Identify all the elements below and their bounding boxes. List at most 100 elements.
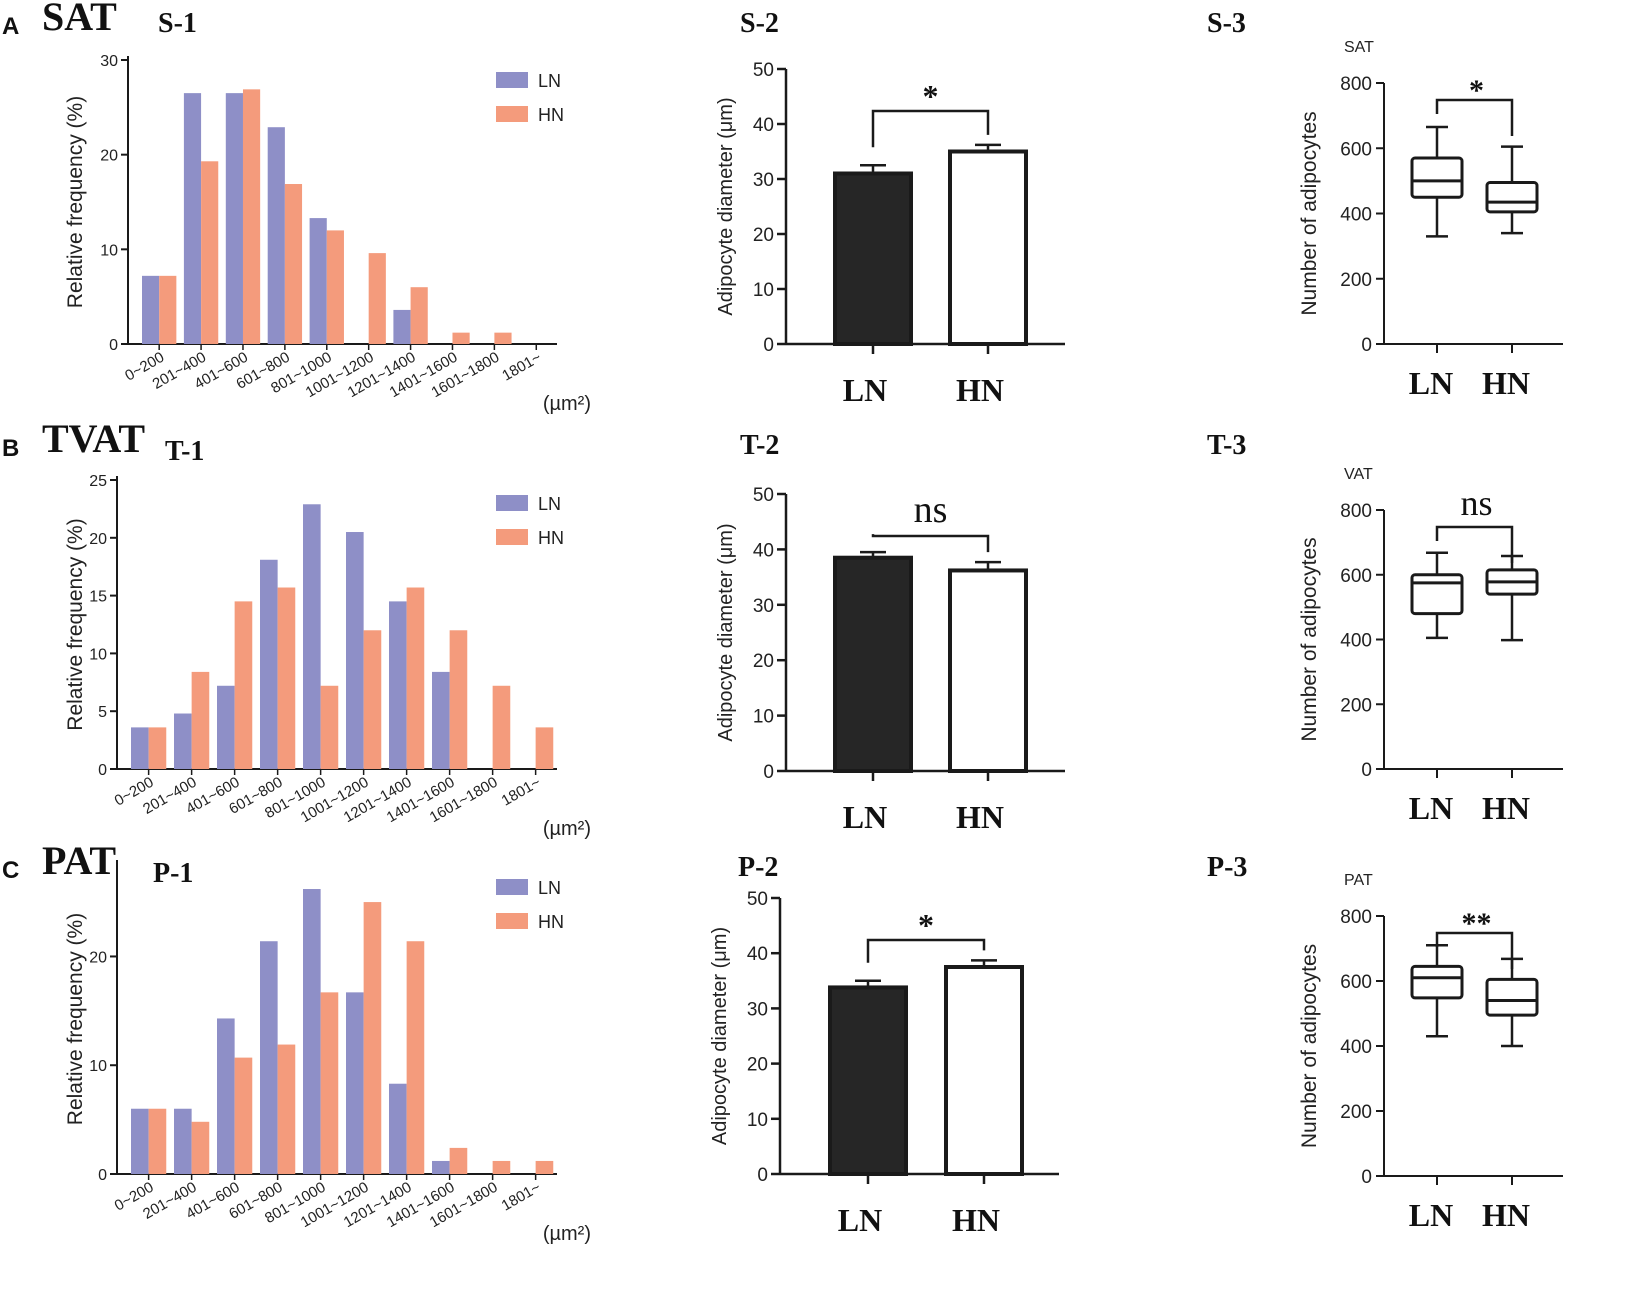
- bar-hn: [944, 965, 1024, 1176]
- y-tick-label: 15: [89, 589, 107, 606]
- y-tick-label: 10: [89, 646, 107, 663]
- y-tick-label: 20: [100, 148, 118, 165]
- y-axis-label: Adipocyte diameter (μm): [715, 523, 737, 741]
- y-tick-label: 10: [100, 242, 118, 259]
- x-axis-label: (µm²): [543, 1223, 591, 1245]
- plot-subtitle: SAT: [1344, 39, 1374, 56]
- bar-ln: [183, 93, 202, 344]
- bar-hn: [159, 275, 177, 344]
- box-ln: [1410, 964, 1464, 1000]
- bar-ln: [346, 992, 364, 1174]
- bar-ln: [309, 218, 327, 344]
- y-tick-label: 30: [747, 999, 768, 1020]
- y-tick-label: 40: [747, 944, 768, 965]
- plot-subtitle: VAT: [1344, 466, 1373, 483]
- y-tick-label: 0: [763, 335, 774, 356]
- bar-hn: [234, 601, 253, 769]
- y-tick-label: 50: [747, 889, 768, 910]
- bar-ln: [142, 275, 160, 344]
- y-tick-label: 600: [1340, 139, 1372, 160]
- y-axis-label: Relative frequency (%): [64, 96, 87, 308]
- bar-hn: [535, 1160, 554, 1174]
- subpanel-label: P-3: [1207, 852, 1247, 883]
- bar-hn: [492, 1160, 511, 1174]
- x-tick-label: 1801~: [499, 774, 544, 810]
- plot-subtitle: PAT: [1344, 872, 1373, 889]
- y-axis-label: Number of adipocytes: [1298, 111, 1321, 315]
- panel-title: TVAT: [42, 416, 145, 461]
- subpanel-label: S-3: [1207, 8, 1246, 39]
- bar-hn: [320, 685, 339, 769]
- significance-label: ns: [914, 489, 948, 531]
- bar-hn: [277, 587, 296, 769]
- significance-label: *: [918, 907, 934, 943]
- bar-ln: [217, 1018, 235, 1174]
- bar-ln: [833, 555, 913, 774]
- panel-letter: A: [2, 13, 19, 40]
- bar-hn: [363, 902, 382, 1174]
- barchart-T-2: 0 10 20 30 40 50 LN HN ns Adipocyte diameter (μm): [715, 485, 1065, 835]
- significance-bracket: [1435, 525, 1514, 563]
- x-tick-label: HN: [1482, 1197, 1530, 1233]
- y-tick-label: 20: [89, 949, 107, 966]
- x-tick-label: LN: [1409, 365, 1453, 401]
- x-tick-label: LN: [1409, 790, 1453, 826]
- bar-ln: [174, 1108, 192, 1174]
- panel-title: SAT: [42, 0, 117, 39]
- y-tick-label: 800: [1340, 74, 1372, 95]
- panel-letter: C: [2, 857, 19, 884]
- bar-ln: [174, 713, 192, 769]
- bar-ln: [346, 532, 364, 769]
- subpanel-label: P-1: [153, 858, 193, 889]
- y-axis-label: Relative frequency (%): [64, 913, 87, 1125]
- bar-hn: [284, 184, 303, 344]
- subpanel-label: P-2: [738, 852, 778, 883]
- y-tick-label: 10: [89, 1058, 107, 1075]
- y-tick-label: 600: [1340, 566, 1372, 587]
- y-tick-label: 600: [1340, 972, 1372, 993]
- y-tick-label: 0: [109, 337, 118, 354]
- y-tick-label: 50: [753, 60, 774, 81]
- y-tick-label: 20: [747, 1055, 768, 1076]
- x-tick-label: HN: [952, 1202, 1000, 1238]
- y-tick-label: 0: [1361, 335, 1372, 356]
- bar-hn: [535, 727, 554, 769]
- y-axis-label: Number of adipocytes: [1298, 944, 1321, 1148]
- bar-ln: [389, 601, 407, 769]
- legend-swatch-ln: [496, 879, 528, 895]
- histogram-T-1: 05101520250~200201~400401~600601~800801~…: [64, 473, 591, 840]
- barchart-P-2: 0 10 20 30 40 50 LN HN * Adipocyte diameter (μm): [709, 889, 1059, 1238]
- significance-bracket: [871, 109, 990, 148]
- y-tick-label: 20: [753, 225, 774, 246]
- bar-ln: [217, 685, 235, 769]
- legend-label: LN: [538, 878, 561, 898]
- bar-ln: [260, 559, 278, 769]
- y-axis-label: Adipocyte diameter (μm): [709, 927, 731, 1145]
- y-tick-label: 25: [89, 473, 107, 490]
- boxplot-S-3: 0 200 400 600 800 SAT LN HN * Number of adipocyte…: [1298, 39, 1563, 401]
- bar-hn: [406, 587, 425, 769]
- x-tick-label: LN: [1409, 1197, 1453, 1233]
- x-tick-label: LN: [843, 799, 887, 835]
- legend-label: HN: [538, 105, 564, 125]
- bar-hn: [320, 992, 339, 1174]
- x-tick-label: HN: [1482, 790, 1530, 826]
- bar-ln: [828, 985, 908, 1177]
- x-tick-label: 1801~: [499, 1179, 544, 1215]
- bar-ln: [225, 93, 243, 344]
- y-tick-label: 0: [757, 1165, 768, 1186]
- y-axis-label: Adipocyte diameter (μm): [715, 97, 737, 315]
- legend-swatch-ln: [496, 495, 528, 511]
- y-axis-label: Relative frequency (%): [64, 518, 87, 730]
- bar-ln: [393, 309, 411, 344]
- y-tick-label: 400: [1340, 205, 1372, 226]
- bar-hn: [368, 253, 386, 344]
- y-tick-label: 10: [753, 707, 774, 728]
- y-tick-label: 0: [763, 762, 774, 783]
- box-hn: [1485, 181, 1539, 214]
- y-tick-label: 5: [98, 704, 107, 721]
- y-tick-label: 200: [1340, 695, 1372, 716]
- significance-bracket: [1435, 98, 1514, 136]
- y-tick-label: 200: [1340, 1102, 1372, 1123]
- bar-ln: [303, 889, 321, 1174]
